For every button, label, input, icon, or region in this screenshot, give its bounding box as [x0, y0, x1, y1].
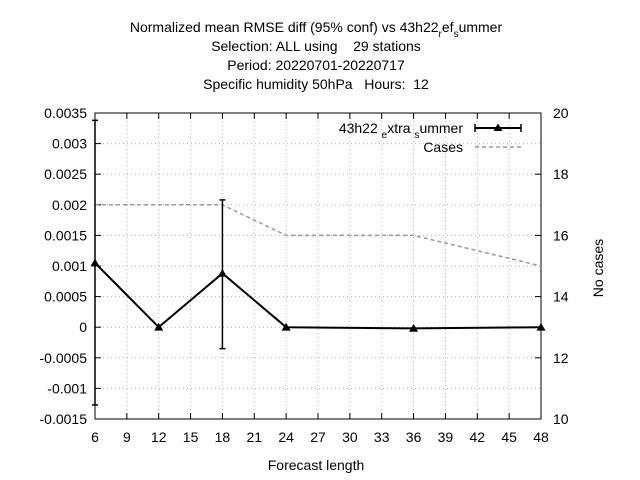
x-tick-label: 24: [278, 429, 294, 445]
x-tick-label: 27: [310, 429, 326, 445]
title-line-1: Normalized mean RMSE diff (95% conf) vs …: [130, 19, 503, 40]
y2-axis: 20 18 16 14 12 10: [535, 105, 569, 427]
y-tick-label: 0.001: [52, 258, 87, 274]
y-tick-label: 0.0035: [44, 105, 87, 121]
line-43h22-extra-summer: [94, 262, 542, 330]
legend-label-main: 43h22 extra summer: [339, 120, 464, 141]
x-axis: 6 9 12 15 18 21 24 27 30 33 36 39 42 45 48: [91, 113, 549, 445]
y2-tick-label: 14: [553, 289, 569, 305]
line-cases: [95, 204, 542, 267]
y-tick-label: -0.0015: [40, 411, 88, 427]
y-axis: 0.0035 0.003 0.0025 0.002 0.0015 0.001 0.0005 0…: [40, 105, 101, 427]
y2-tick-label: 12: [553, 350, 569, 366]
x-tick-label: 48: [533, 429, 549, 445]
title-line-2: Selection: ALL using 29 stations: [211, 38, 421, 54]
legend-label-cases: Cases: [423, 139, 463, 155]
x-tick-label: 30: [342, 429, 358, 445]
legend-marker-main: [493, 123, 503, 131]
y-tick-label: 0.0025: [44, 166, 87, 182]
x-tick-label: 21: [246, 429, 262, 445]
y2-tick-label: 10: [553, 411, 569, 427]
x-axis-label: Forecast length: [268, 457, 365, 473]
y-tick-label: 0: [79, 319, 87, 335]
x-tick-label: 36: [406, 429, 422, 445]
y-tick-label: 0.0015: [44, 227, 87, 243]
legend: 43h22 extra summer Cases: [339, 120, 522, 155]
y2-tick-label: 20: [553, 105, 569, 121]
data-point: [217, 268, 227, 277]
y-tick-label: 0.003: [52, 136, 87, 152]
x-tick-label: 15: [183, 429, 199, 445]
x-tick-label: 12: [151, 429, 167, 445]
title-line-4: Specific humidity 50hPa Hours: 12: [203, 76, 429, 92]
x-tick-label: 42: [469, 429, 485, 445]
y2-tick-label: 18: [553, 166, 569, 182]
title-line-3: Period: 20220701-20220717: [227, 57, 405, 73]
data-point: [154, 322, 164, 331]
x-tick-label: 18: [215, 429, 231, 445]
y2-axis-label: No cases: [590, 239, 606, 297]
x-tick-label: 9: [123, 429, 131, 445]
series-cases: [95, 204, 542, 267]
y-tick-label: 0.0005: [44, 289, 87, 305]
data-point: [409, 323, 419, 332]
y-tick-label: 0.002: [52, 197, 87, 213]
chart-title: Normalized mean RMSE diff (95% conf) vs …: [130, 19, 503, 92]
y-tick-label: -0.001: [47, 380, 87, 396]
series-43h22-extra-summer: [90, 119, 546, 406]
grid: [95, 113, 541, 419]
y2-tick-label: 16: [553, 227, 569, 243]
y-tick-label: -0.0005: [40, 350, 88, 366]
x-tick-label: 45: [501, 429, 517, 445]
data-point: [281, 322, 291, 331]
data-point: [536, 322, 546, 331]
x-tick-label: 39: [438, 429, 454, 445]
x-tick-label: 6: [91, 429, 99, 445]
x-tick-label: 33: [374, 429, 390, 445]
data-point: [90, 258, 100, 267]
